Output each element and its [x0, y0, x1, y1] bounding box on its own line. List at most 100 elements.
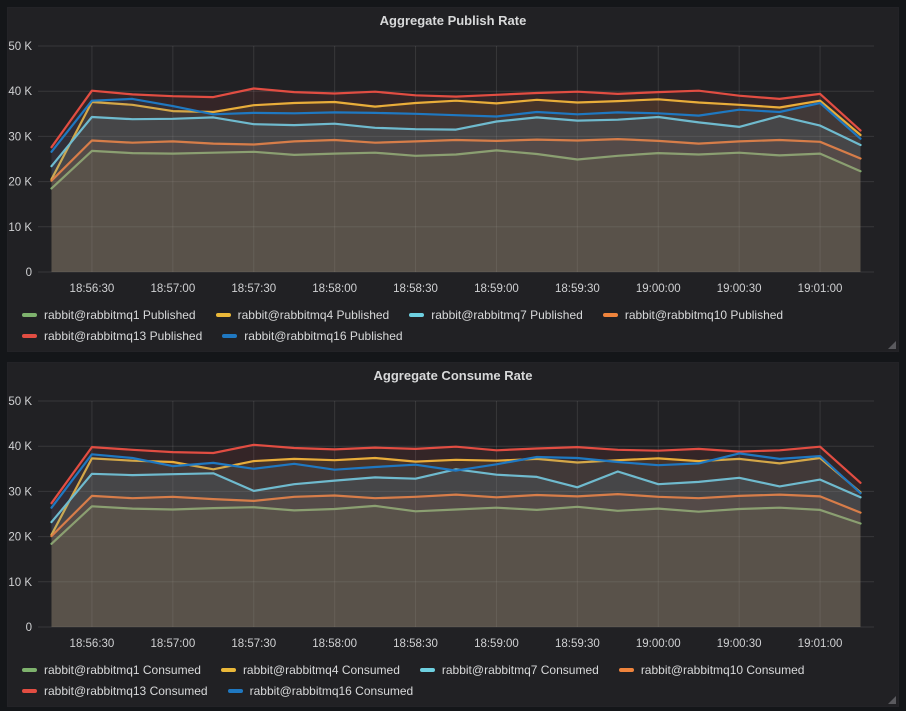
panel-aggregate-consume-rate: Aggregate Consume Rate 0 10 K 20 K 30 K 40 K… [7, 362, 899, 707]
legend-item[interactable]: rabbit@rabbitmq4 Published [215, 305, 390, 325]
legend-color-swatch-icon [22, 689, 37, 693]
legend-color-swatch-icon [215, 313, 231, 317]
legend-color-swatch-icon [22, 313, 37, 317]
series-line [50, 138, 862, 182]
x-axis-tick-label: 18:56:30 [70, 638, 115, 650]
dashboard: Aggregate Publish Rate 0 10 K 20 K 30 K 40 K… [7, 7, 899, 707]
y-axis-tick-label: 30 K [8, 486, 32, 498]
legend-item[interactable]: rabbit@rabbitmq4 Consumed [220, 660, 400, 680]
series-area [51, 99, 861, 272]
legend-series-label: rabbit@rabbitmq4 Consumed [242, 663, 400, 677]
series-line [50, 98, 862, 181]
series-line [50, 97, 862, 153]
time-series-chart[interactable]: 0 10 K 20 K 30 K 40 K 50 K 18:56:30 18:57:00 18:… [8, 389, 898, 659]
legend-item[interactable]: rabbit@rabbitmq7 Consumed [419, 660, 599, 680]
y-axis-tick-label: 10 K [8, 222, 32, 234]
legend-item[interactable]: rabbit@rabbitmq7 Published [409, 305, 583, 325]
series-area [51, 469, 861, 627]
x-axis-tick-label: 18:59:30 [555, 638, 600, 650]
x-axis-tick-label: 18:58:00 [312, 638, 357, 650]
legend-series-label: rabbit@rabbitmq10 Consumed [640, 663, 805, 677]
x-axis-tick-label: 19:00:30 [717, 638, 762, 650]
legend-series-label: rabbit@rabbitmq1 Consumed [44, 663, 201, 677]
series-area [51, 116, 861, 272]
y-axis-tick-label: 40 K [8, 86, 32, 98]
series-area [51, 505, 861, 627]
legend-color-swatch-icon [222, 334, 238, 338]
series-line [50, 443, 862, 505]
series-line [50, 452, 862, 509]
x-axis-tick-label: 18:59:30 [555, 283, 600, 295]
series-area [51, 98, 861, 273]
x-axis-tick-label: 18:57:30 [231, 283, 276, 295]
panel-title[interactable]: Aggregate Publish Rate [379, 13, 527, 28]
chart-legend: rabbit@rabbitmq1 Published rabbit@rabbitm… [8, 304, 898, 348]
x-axis-tick-label: 18:56:30 [70, 283, 115, 295]
legend-series-label: rabbit@rabbitmq16 Consumed [249, 684, 414, 698]
x-axis-tick-label: 18:58:30 [393, 638, 438, 650]
y-axis-tick-label: 40 K [8, 441, 32, 453]
legend-color-swatch-icon [220, 668, 236, 672]
legend-item[interactable]: rabbit@rabbitmq16 Published [222, 326, 403, 346]
y-axis-tick-label: 10 K [8, 577, 32, 589]
legend-color-swatch-icon [22, 668, 37, 672]
panel-title[interactable]: Aggregate Consume Rate [373, 368, 533, 383]
x-axis-tick-label: 18:58:00 [312, 283, 357, 295]
panel-resize-handle-icon[interactable] [888, 341, 896, 349]
y-axis-tick-label: 0 [26, 267, 32, 279]
series-line [50, 115, 862, 168]
series-area [51, 494, 861, 627]
legend-item[interactable]: rabbit@rabbitmq10 Consumed [618, 660, 805, 680]
legend-color-swatch-icon [419, 668, 435, 672]
legend-item[interactable]: rabbit@rabbitmq16 Consumed [227, 681, 414, 701]
series-line [50, 149, 862, 190]
y-axis-tick-label: 0 [26, 622, 32, 634]
legend-series-label: rabbit@rabbitmq13 Published [44, 329, 203, 343]
panel-aggregate-publish-rate: Aggregate Publish Rate 0 10 K 20 K 30 K 40 K… [7, 7, 899, 352]
legend-item[interactable]: rabbit@rabbitmq1 Published [22, 305, 196, 325]
legend-series-label: rabbit@rabbitmq7 Published [431, 308, 583, 322]
legend-color-swatch-icon [618, 668, 634, 672]
legend-series-label: rabbit@rabbitmq16 Published [244, 329, 403, 343]
legend-series-label: rabbit@rabbitmq1 Published [44, 308, 196, 322]
series-area [51, 444, 861, 627]
x-axis-tick-label: 18:57:30 [231, 638, 276, 650]
x-axis-tick-label: 18:58:30 [393, 283, 438, 295]
series-area [51, 453, 861, 627]
y-axis-tick-label: 50 K [8, 41, 32, 53]
time-series-chart[interactable]: 0 10 K 20 K 30 K 40 K 50 K 18:56:30 18:57:00 18:… [8, 34, 898, 304]
x-axis-tick-label: 18:59:00 [474, 283, 519, 295]
x-axis-tick-label: 18:57:00 [150, 283, 195, 295]
x-axis-tick-label: 19:00:00 [636, 283, 681, 295]
legend-series-label: rabbit@rabbitmq10 Published [624, 308, 784, 322]
legend-color-swatch-icon [602, 313, 618, 317]
legend-series-label: rabbit@rabbitmq7 Consumed [441, 663, 599, 677]
legend-item[interactable]: rabbit@rabbitmq13 Published [22, 326, 202, 346]
series-line [50, 504, 862, 545]
legend-series-label: rabbit@rabbitmq4 Published [237, 308, 390, 322]
series-area [51, 88, 861, 272]
series-area [51, 139, 861, 272]
x-axis-tick-label: 19:01:00 [798, 283, 843, 295]
legend-series-label: rabbit@rabbitmq13 Consumed [44, 684, 208, 698]
x-axis-tick-label: 18:59:00 [474, 638, 519, 650]
series-line [50, 468, 862, 524]
series-line [50, 493, 862, 538]
panel-resize-handle-icon[interactable] [888, 696, 896, 704]
y-axis-tick-label: 50 K [8, 396, 32, 408]
legend-color-swatch-icon [227, 689, 243, 693]
legend-color-swatch-icon [409, 313, 425, 317]
legend-color-swatch-icon [22, 334, 37, 338]
x-axis-tick-label: 19:01:00 [798, 638, 843, 650]
chart-legend: rabbit@rabbitmq1 Consumed rabbit@rabbitmq… [8, 659, 898, 703]
y-axis-tick-label: 30 K [8, 131, 32, 143]
y-axis-tick-label: 20 K [8, 532, 32, 544]
series-area [51, 150, 861, 272]
x-axis-tick-label: 19:00:00 [636, 638, 681, 650]
legend-item[interactable]: rabbit@rabbitmq1 Consumed [22, 660, 201, 680]
x-axis-tick-label: 18:57:00 [150, 638, 195, 650]
legend-item[interactable]: rabbit@rabbitmq13 Consumed [22, 681, 208, 701]
legend-item[interactable]: rabbit@rabbitmq10 Published [602, 305, 784, 325]
y-axis-tick-label: 20 K [8, 177, 32, 189]
x-axis-tick-label: 19:00:30 [717, 283, 762, 295]
